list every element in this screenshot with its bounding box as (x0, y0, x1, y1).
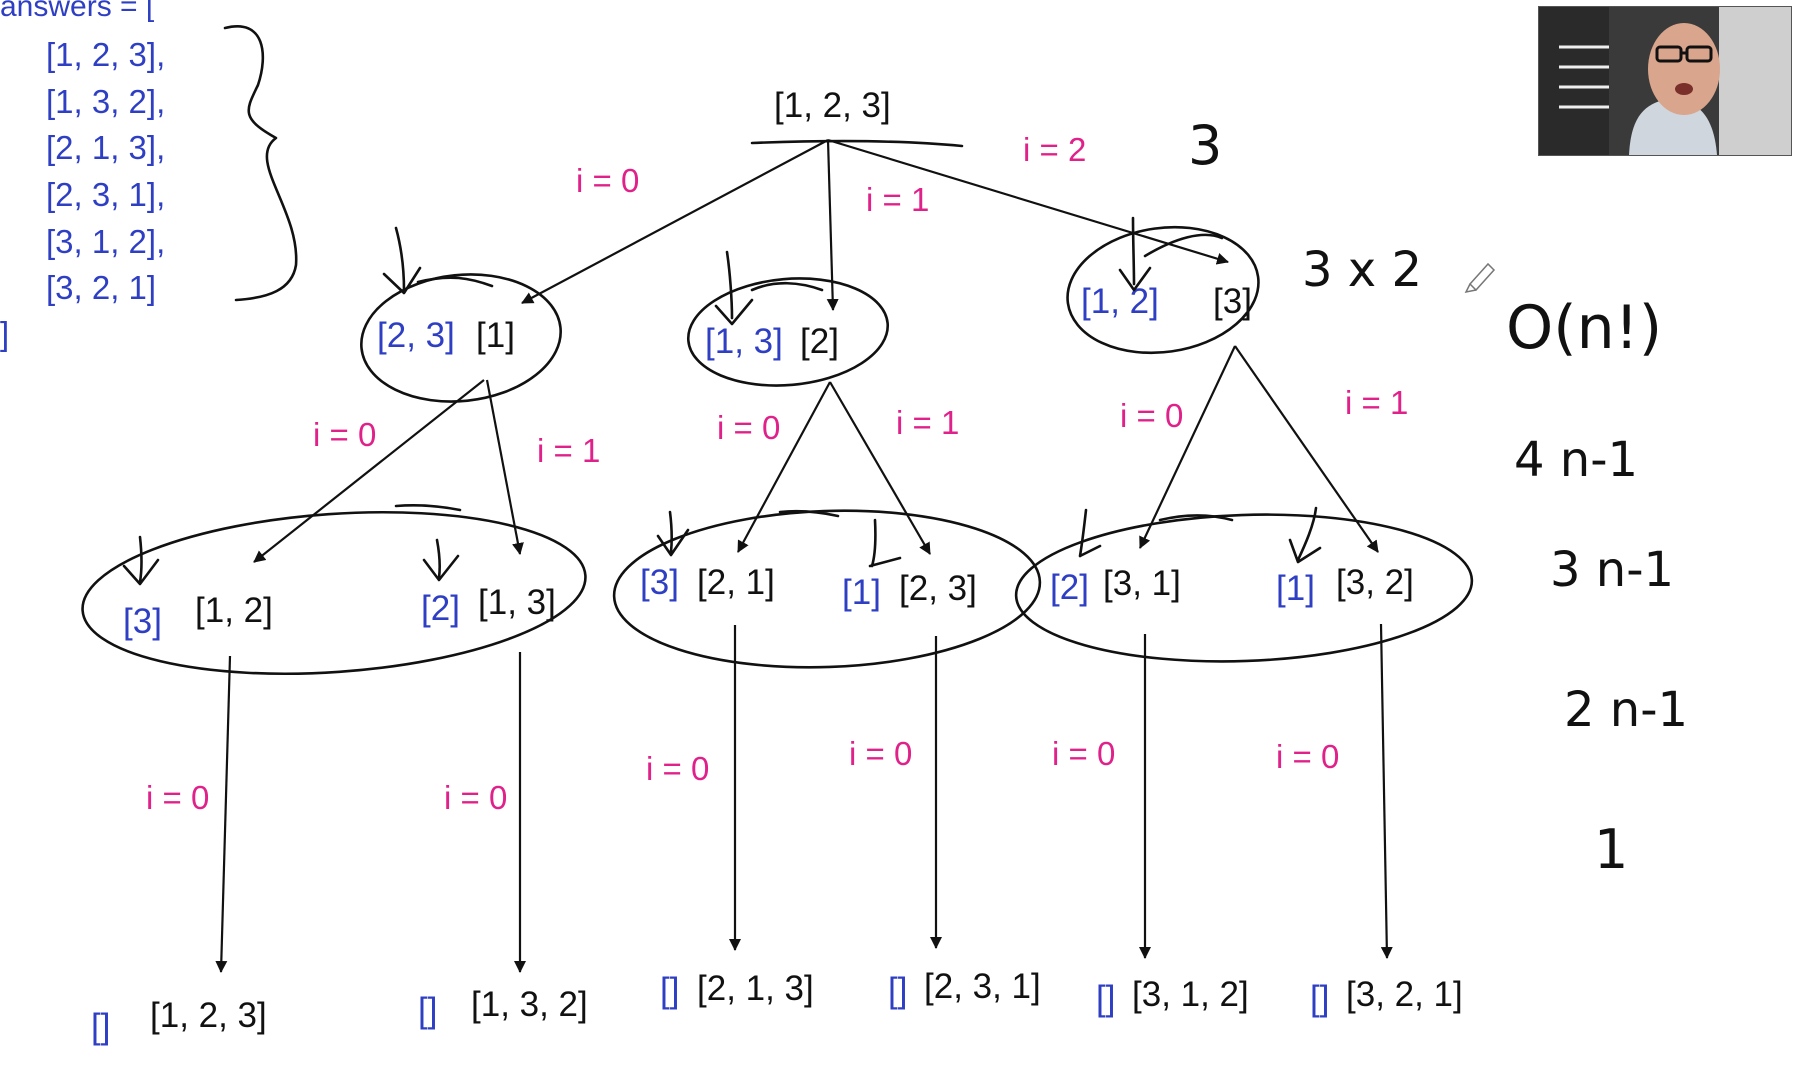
leaf-perm: [3, 2, 1] (1346, 975, 1463, 1014)
checkmark-arrow-drawing (382, 226, 494, 295)
presenter-video-feed (1538, 6, 1792, 156)
answers-item: [1, 3, 2], (46, 83, 165, 120)
edge-arrow (829, 381, 931, 555)
root-node: [1, 2, 3] (774, 86, 891, 125)
edge-label: i = 0 (849, 735, 912, 772)
leaf-perm: [1, 2, 3] (150, 996, 267, 1035)
edge-arrow (1234, 345, 1379, 553)
edge-arrow (737, 381, 831, 553)
level1-remaining: [1, 2] (1081, 282, 1159, 321)
level2-group-outline (1014, 513, 1474, 663)
level2-remaining: [3] (123, 602, 162, 641)
count-annotation: 3 (1188, 114, 1222, 177)
answers-item: [1, 2, 3], (46, 36, 165, 73)
edge-arrow (253, 379, 485, 563)
level2-remaining: [2] (1050, 568, 1089, 607)
checkmark-arrow-drawing (1118, 216, 1224, 292)
answers-item: [2, 1, 3], (46, 129, 165, 166)
edge-arrow (1139, 345, 1236, 549)
edge-label: i = 0 (1120, 397, 1183, 434)
level2-perm: [1, 2] (195, 591, 273, 630)
edge-label: i = 1 (1345, 384, 1408, 421)
answers-item: [2, 3, 1], (46, 176, 165, 213)
checkmark-arrow-drawing (394, 503, 462, 582)
level2-remaining: [2] (421, 589, 460, 628)
edge-label: i = 0 (1276, 738, 1339, 775)
n-minus-1-annotation: 3 n-1 (1550, 542, 1674, 598)
edge-label: i = 1 (537, 432, 600, 469)
answers-item: [3, 1, 2], (46, 223, 165, 260)
edge-label: i = 0 (146, 779, 209, 816)
level1-remaining: [2, 3] (377, 316, 455, 355)
level2-group-outline (81, 510, 587, 676)
edge-arrow (485, 379, 524, 555)
leaf-remaining: [] (1310, 979, 1329, 1018)
level2-group-outline (612, 509, 1042, 669)
curly-brace-drawing (223, 25, 298, 302)
level1-remaining: [1, 3] (705, 322, 783, 361)
checkmark-arrow-drawing (656, 509, 840, 557)
level1-node-outline (360, 273, 562, 403)
leaf-remaining: [] (888, 971, 907, 1010)
edge-label: i = 1 (896, 404, 959, 441)
edge-label: i = 0 (576, 162, 639, 199)
webcam-wall-panel (1719, 7, 1791, 155)
level2-perm: [2, 3] (899, 569, 977, 608)
checkmark-arrow-drawing (868, 518, 902, 568)
edge-arrow (215, 655, 232, 973)
presenter-silhouette-icon (1539, 7, 1720, 155)
edge-label: i = 1 (866, 181, 929, 218)
n-minus-1-annotation: 4 n-1 (1514, 432, 1638, 488)
edge-label: i = 2 (1023, 131, 1086, 168)
edge-label: i = 0 (646, 750, 709, 787)
edge-arrow (521, 139, 829, 304)
leaf-perm: [2, 1, 3] (697, 969, 814, 1008)
level2-remaining: [3] (640, 563, 679, 602)
level2-perm: [3, 1] (1103, 564, 1181, 603)
edge-arrow (827, 138, 1229, 265)
checkmark-arrow-drawing (122, 535, 160, 586)
edge-label: i = 0 (444, 779, 507, 816)
level2-perm: [2, 1] (697, 563, 775, 602)
checkmark-arrow-drawing (1078, 508, 1234, 558)
leaf-perm: [1, 3, 2] (471, 985, 588, 1024)
level1-perm: [3] (1213, 282, 1252, 321)
level1-node-outline (1066, 225, 1260, 355)
level2-remaining: [1] (842, 573, 881, 612)
level1-edges (253, 345, 1379, 563)
leaf-remaining: [] (1096, 979, 1115, 1018)
n-minus-1-annotation: 1 (1594, 818, 1628, 881)
edge-label: i = 0 (717, 409, 780, 446)
root-underline (750, 139, 964, 148)
leaf-remaining: [] (418, 991, 437, 1030)
level2-edges (215, 623, 1393, 973)
level2-remaining: [1] (1276, 569, 1315, 608)
n-minus-1-annotation: 2 n-1 (1564, 682, 1688, 738)
answers-item: [3, 2, 1] (46, 269, 156, 306)
edge-arrow (1379, 623, 1393, 959)
edge-arrow (826, 139, 839, 311)
complexity-annotation: O(n!) (1506, 293, 1662, 363)
leaf-perm: [3, 1, 2] (1132, 975, 1249, 1014)
count-annotation: 3 x 2 (1302, 242, 1422, 298)
leaf-remaining: [] (91, 1007, 110, 1046)
level1-perm: [1] (476, 316, 515, 355)
leaf-perm: [2, 3, 1] (924, 967, 1041, 1006)
answers-close: ] (0, 315, 9, 352)
answers-header: answers = [ (0, 0, 155, 23)
level1-node-outline (686, 277, 890, 387)
answers-code-block: answers = [ [1, 2, 3], [1, 3, 2], [2, 1,… (0, 0, 165, 352)
edge-label: i = 0 (313, 416, 376, 453)
level1-perm: [2] (800, 322, 839, 361)
checkmark-arrow-drawing (1288, 506, 1322, 564)
checkmark-arrow-drawing (714, 250, 824, 326)
edge-label: i = 0 (1052, 735, 1115, 772)
level2-perm: [1, 3] (478, 583, 556, 622)
pen-cursor-icon (1464, 262, 1496, 294)
level2-perm: [3, 2] (1336, 563, 1414, 602)
leaf-remaining: [] (660, 971, 679, 1010)
